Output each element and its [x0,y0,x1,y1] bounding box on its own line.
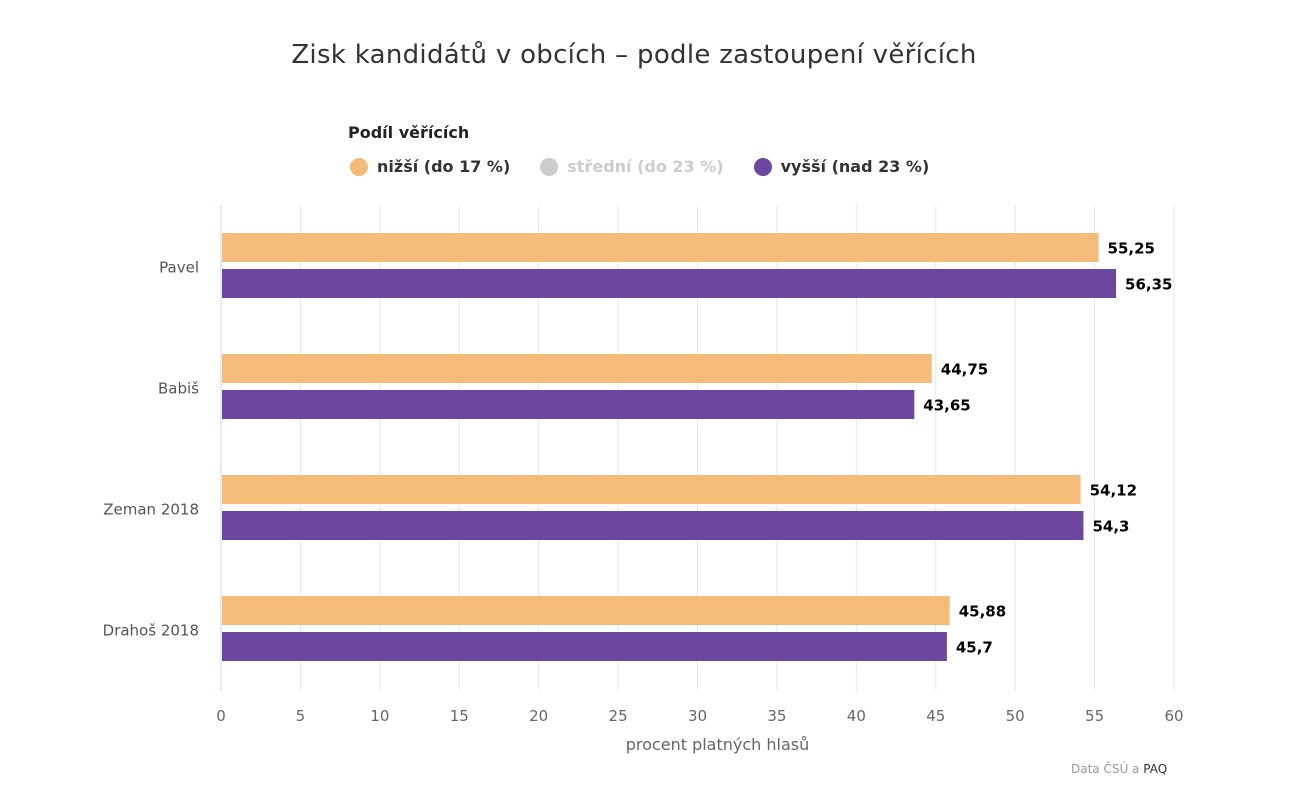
bar [222,390,915,419]
data-label: 45,88 [959,603,1006,621]
data-label: 43,65 [923,397,970,415]
legend-item-high[interactable]: vyšší (nad 23 %) [753,157,930,176]
x-axis-title: procent platných hlasů [626,735,810,754]
bar [222,269,1117,298]
data-label: 54,12 [1090,482,1137,500]
x-tick-label: 20 [529,707,548,725]
bar [222,233,1099,262]
category-label: Pavel [159,259,199,277]
legend-marker-mid [540,157,559,176]
x-tick-label: 15 [450,707,469,725]
legend-label-mid: střední (do 23 %) [567,157,724,176]
legend: nižší (do 17 %) střední (do 23 %) vyšší … [350,157,929,176]
data-label: 45,7 [956,639,993,657]
category-label: Zeman 2018 [103,501,199,519]
data-label: 54,3 [1092,518,1129,536]
x-tick-label: 40 [847,707,866,725]
legend-label-low: nižší (do 17 %) [377,157,511,176]
legend-marker-high [753,157,772,176]
credit-prefix: Data ČSÚ a [1071,762,1144,776]
x-tick-label: 35 [767,707,786,725]
x-tick-label: 60 [1164,707,1183,725]
legend-item-mid[interactable]: střední (do 23 %) [540,157,724,176]
legend-title: Podíl věřících [348,123,470,142]
bar [222,354,932,383]
category-label: Drahoš 2018 [103,622,199,640]
credit-link[interactable]: PAQ [1143,762,1168,776]
category-label: Babiš [158,380,199,398]
x-tick-label: 55 [1085,707,1104,725]
x-tick-label: 25 [609,707,628,725]
x-tick-label: 30 [688,707,707,725]
data-label: 44,75 [941,361,988,379]
data-label: 55,25 [1108,240,1155,258]
legend-marker-low [350,157,368,176]
x-tick-label: 0 [216,707,226,725]
chart-title: Zisk kandidátů v obcích – podle zastoupe… [291,40,977,70]
x-tick-label: 50 [1006,707,1025,725]
bar [222,511,1084,540]
credit[interactable]: Data ČSÚ a PAQ [1071,762,1167,776]
bar [222,475,1081,504]
data-label: 56,35 [1125,276,1172,294]
legend-label-high: vyšší (nad 23 %) [780,157,930,176]
x-tick-label: 5 [296,707,306,725]
bar [222,632,947,661]
legend-item-low[interactable]: nižší (do 17 %) [350,157,510,176]
x-tick-label: 45 [926,707,945,725]
bar [222,596,950,625]
x-tick-label: 10 [370,707,389,725]
